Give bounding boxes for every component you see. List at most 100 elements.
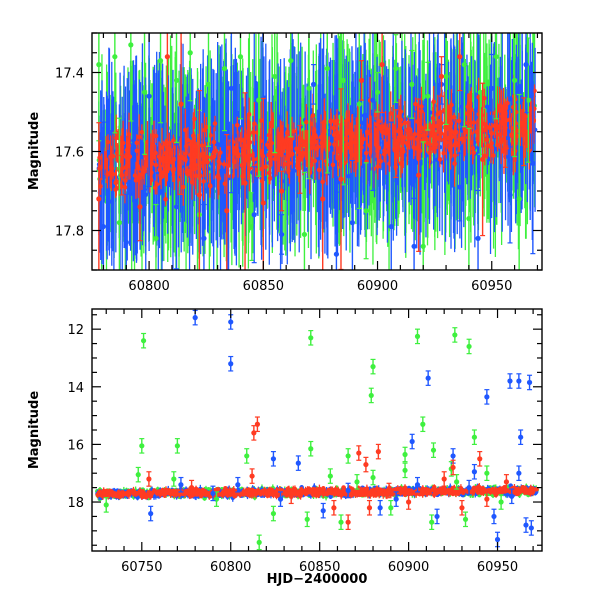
red-noise-point	[330, 162, 336, 168]
red-noise-point	[267, 137, 273, 143]
red-noise-point	[384, 127, 390, 132]
blue-data-point	[251, 212, 257, 218]
red-noise-point	[441, 150, 446, 156]
red-data-point	[278, 188, 285, 194]
red-noise-point	[310, 113, 316, 118]
red-noise-point	[201, 179, 206, 184]
red-data-point	[358, 77, 365, 83]
red-noise-point	[192, 116, 197, 122]
green-data-point	[516, 196, 522, 202]
blue-noise-point	[328, 152, 333, 158]
red-noise-point	[152, 185, 158, 190]
red-data-point	[119, 172, 125, 178]
green-data-point	[324, 65, 330, 72]
green-data-point	[340, 77, 346, 83]
red-data-point	[164, 54, 170, 60]
blue-data-point	[228, 85, 234, 91]
red-noise-point	[497, 132, 502, 137]
red-noise-point	[367, 123, 372, 129]
red-noise-point	[438, 131, 444, 136]
red-noise-point	[459, 136, 465, 141]
green-data-point	[374, 89, 381, 95]
red-noise-point	[282, 161, 288, 167]
red-noise-point	[300, 150, 306, 156]
red-noise-point	[471, 120, 477, 125]
red-noise-point	[433, 142, 439, 147]
red-data-point	[297, 156, 303, 162]
red-noise-point	[153, 162, 159, 168]
red-data-point	[178, 101, 184, 107]
green-data-point	[493, 54, 499, 60]
red-noise-point	[276, 139, 282, 145]
red-noise-point	[151, 133, 157, 139]
red-noise-point	[405, 131, 411, 136]
red-noise-point	[442, 131, 448, 137]
red-noise-point	[246, 112, 252, 117]
red-noise-point	[291, 128, 297, 134]
red-noise-point	[316, 167, 322, 173]
red-noise-point	[396, 114, 402, 119]
top-panel-data	[96, 33, 538, 270]
red-noise-point	[398, 122, 404, 128]
red-data-point	[338, 176, 344, 182]
red-data-point	[393, 141, 399, 147]
red-noise-point	[447, 125, 453, 130]
green-data-point	[128, 42, 134, 48]
green-data-point	[420, 243, 426, 249]
red-noise-point	[435, 112, 441, 117]
y-tick-label: 17.4	[55, 67, 84, 82]
red-noise-point	[373, 142, 379, 147]
red-noise-point	[411, 145, 416, 150]
blue-data-point	[523, 62, 529, 68]
red-noise-point	[328, 119, 334, 124]
red-noise-point	[343, 137, 349, 143]
red-noise-point	[252, 121, 257, 126]
blue-data-point	[333, 251, 340, 257]
red-noise-point	[200, 160, 206, 166]
blue-noise-point	[221, 168, 226, 173]
red-noise-point	[204, 154, 210, 160]
red-noise-point	[266, 132, 272, 138]
red-noise-point	[456, 118, 462, 124]
red-noise-point	[240, 173, 245, 179]
red-noise-point	[504, 117, 509, 123]
green-data-point	[301, 231, 308, 238]
red-noise-point	[238, 137, 243, 142]
red-noise-point	[378, 158, 384, 164]
green-data-point	[272, 73, 278, 80]
red-noise-point	[313, 133, 318, 139]
blue-data-point	[370, 97, 376, 103]
red-noise-point	[352, 140, 358, 145]
red-noise-point	[372, 112, 378, 118]
red-noise-point	[185, 137, 191, 143]
green-data-point	[173, 77, 180, 83]
red-noise-point	[189, 158, 195, 163]
red-data-point	[96, 196, 102, 202]
blue-data-point	[123, 239, 129, 245]
red-data-point	[379, 62, 385, 68]
red-noise-point	[183, 127, 188, 133]
green-data-point	[443, 73, 449, 80]
red-noise-point	[213, 148, 219, 154]
blue-data-point	[489, 85, 495, 91]
red-noise-point	[258, 118, 264, 123]
green-data-point	[256, 97, 262, 103]
red-noise-point	[108, 154, 113, 160]
bottom-panel-data	[95, 309, 539, 551]
red-noise-point	[500, 114, 505, 119]
red-noise-point	[482, 153, 488, 159]
red-noise-point	[314, 146, 320, 152]
red-noise-point	[491, 153, 496, 158]
red-noise-point	[331, 132, 337, 138]
blue-noise-point	[221, 141, 227, 146]
red-noise-point	[199, 143, 205, 148]
red-noise-point	[221, 162, 227, 167]
red-noise-point	[125, 157, 131, 162]
red-noise-point	[215, 174, 220, 180]
blue-data-point	[411, 243, 417, 249]
red-noise-point	[360, 136, 366, 142]
green-data-point	[157, 58, 164, 64]
green-data-point	[477, 89, 483, 95]
blue-data-point	[278, 231, 285, 238]
